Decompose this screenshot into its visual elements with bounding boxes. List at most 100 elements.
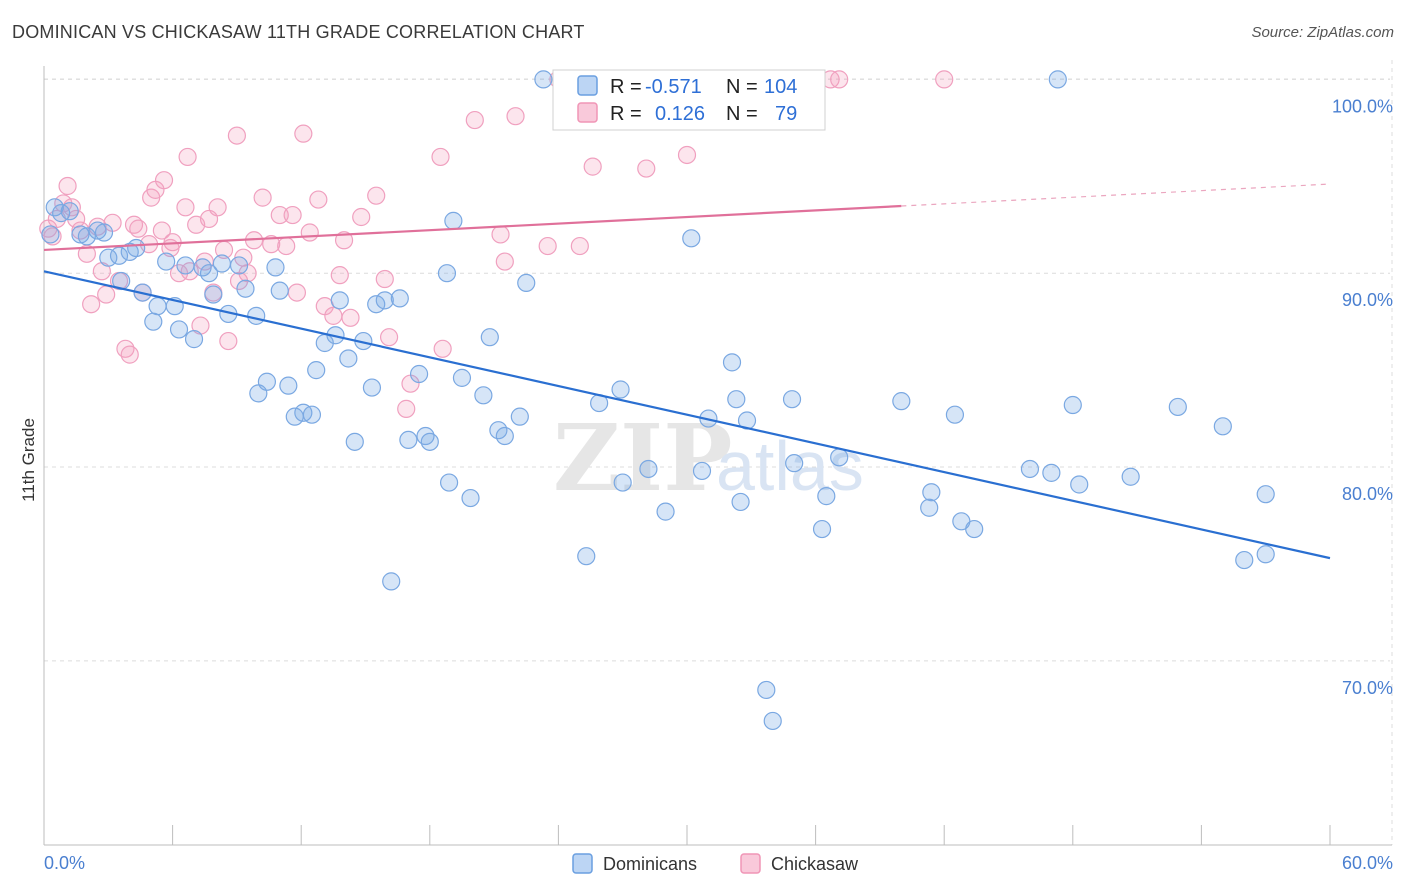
chickasaw-point-66: [465, 110, 484, 130]
dominican-point-56: [452, 368, 472, 387]
legend-n-label-1: N =: [726, 76, 758, 98]
chickasaw-trend-line-extension: [901, 183, 1331, 207]
dominican-point-64: [534, 70, 553, 89]
chickasaw-point-39: [227, 126, 246, 145]
dominican-point-72: [656, 502, 675, 521]
chickasaw-point-61: [379, 328, 399, 347]
dominican-point-90: [945, 405, 965, 424]
watermark-zip: ZIP: [553, 404, 732, 512]
dominican-point-97: [1070, 475, 1089, 494]
dominican-point-100: [1213, 417, 1232, 436]
chickasaw-points: [39, 70, 954, 418]
chickasaw-point-9: [82, 295, 101, 314]
dominican-point-44: [362, 378, 382, 397]
dominican-point-15: [148, 297, 167, 316]
y-tick-label-2: 90.0%: [1342, 290, 1393, 310]
chickasaw-point-55: [330, 266, 349, 285]
dominican-point-23: [204, 285, 223, 304]
chickasaw-point-59: [367, 186, 386, 205]
dominican-point-14: [144, 312, 163, 331]
legend-n-value-1: 104: [764, 76, 797, 98]
dominican-point-70: [639, 459, 658, 479]
chickasaw-point-48: [283, 205, 302, 225]
dominican-point-48: [390, 289, 409, 308]
dominican-point-69: [613, 473, 632, 492]
chickasaw-point-52: [309, 190, 328, 209]
chickasaw-point-49: [287, 283, 307, 302]
chickasaw-point-28: [176, 198, 195, 217]
dominican-point-52: [420, 432, 439, 451]
dominican-point-20: [184, 330, 204, 349]
dominican-point-102: [1256, 485, 1275, 504]
dominicans-points: [41, 70, 1275, 731]
dominican-point-101: [1235, 550, 1254, 570]
dominican-point-57: [461, 488, 480, 508]
dominican-point-80: [757, 680, 776, 700]
dominican-point-40: [330, 291, 349, 310]
chickasaw-point-73: [583, 157, 602, 176]
y-tick-labels: 70.0% 80.0% 90.0% 100.0%: [1332, 96, 1393, 697]
chickasaw-point-78: [935, 70, 954, 89]
dominican-point-87: [892, 392, 911, 411]
dominican-point-58: [474, 386, 493, 405]
dominican-point-85: [817, 487, 836, 506]
dominican-point-86: [830, 448, 849, 467]
chickasaw-point-70: [538, 236, 557, 256]
legend-r-label-2: R =: [610, 103, 642, 125]
chickasaw-point-50: [294, 124, 313, 143]
chickasaw-point-47: [277, 236, 296, 256]
dominican-point-84: [812, 519, 832, 539]
legend-box: R = -0.571 N = 104 R = 0.126 N = 79: [552, 69, 826, 131]
dominican-point-73: [682, 229, 701, 248]
dominican-point-49: [399, 430, 418, 450]
chickasaw-point-57: [341, 308, 360, 327]
dominican-point-27: [236, 279, 255, 298]
chickasaw-point-74: [637, 159, 656, 178]
dominican-point-99: [1168, 397, 1187, 417]
dominican-point-82: [782, 390, 802, 409]
legend-r-value-2: 0.126: [655, 103, 705, 125]
dominican-point-12: [127, 238, 146, 258]
legend-r-value-1: -0.571: [645, 76, 702, 98]
bottom-legend: Dominicans Chickasaw: [572, 853, 859, 874]
chickasaw-point-60: [375, 269, 394, 289]
dominican-point-50: [409, 364, 429, 384]
dominican-point-95: [1048, 70, 1067, 89]
dominican-point-9: [109, 246, 129, 265]
dominican-point-32: [270, 281, 289, 300]
bottom-legend-label-chickasaw: Chickasaw: [771, 854, 859, 874]
dominican-point-62: [510, 407, 529, 426]
dominican-point-19: [176, 256, 195, 275]
chickasaw-point-23: [152, 221, 171, 240]
watermark: ZIP atlas: [553, 404, 864, 512]
dominican-point-36: [302, 405, 322, 424]
dominican-point-0: [41, 225, 60, 244]
dominican-point-77: [727, 390, 746, 409]
dominican-point-74: [692, 461, 712, 481]
chart-source: Source: ZipAtlas.com: [1251, 24, 1394, 41]
y-tick-label-0: 70.0%: [1342, 678, 1393, 698]
bottom-legend-swatch-chickasaw: [740, 853, 761, 874]
dominican-point-61: [495, 426, 514, 446]
dominican-point-103: [1256, 545, 1275, 564]
chickasaw-point-16: [120, 345, 139, 364]
dominican-point-3: [60, 202, 79, 221]
dominican-point-83: [785, 454, 804, 473]
chickasaw-point-18: [129, 219, 148, 238]
bottom-legend-swatch-dominicans: [572, 853, 593, 874]
dominican-point-28: [247, 306, 266, 325]
dominican-point-31: [266, 258, 285, 277]
chickasaw-point-46: [270, 205, 289, 225]
dominican-point-16: [157, 252, 176, 271]
dominican-point-6: [88, 221, 107, 240]
dominican-point-66: [577, 547, 596, 566]
chickasaw-point-68: [495, 252, 514, 271]
dominican-point-94: [1042, 463, 1061, 482]
chickasaw-point-44: [253, 188, 272, 207]
chickasaw-point-45: [262, 235, 281, 254]
chickasaw-point-65: [433, 339, 452, 358]
dominican-point-96: [1063, 395, 1082, 415]
chickasaw-point-75: [677, 145, 697, 165]
gridlines: [44, 60, 1393, 845]
dominican-point-7: [94, 223, 114, 242]
